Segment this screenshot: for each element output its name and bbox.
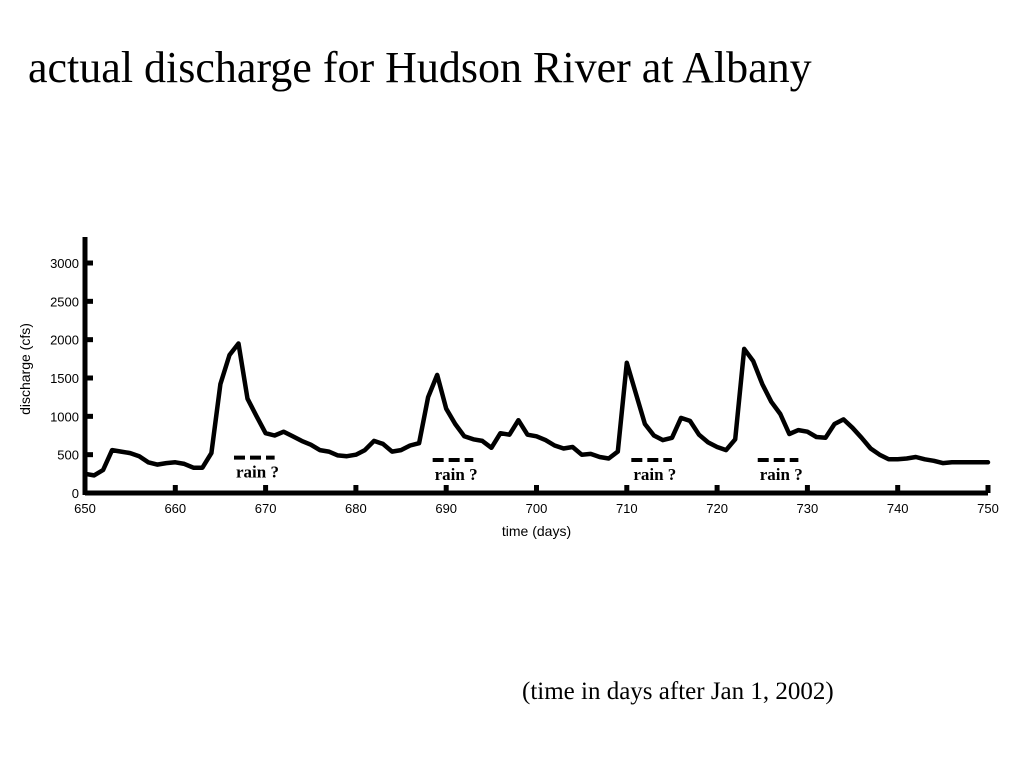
x-tick-label: 740	[887, 501, 909, 516]
y-tick-label: 3000	[50, 256, 79, 271]
chart-annotations: rain ? rain ? rain ? rain ?	[233, 455, 803, 484]
rain-annotation: rain ?	[236, 463, 279, 482]
x-tick-label: 650	[74, 501, 96, 516]
x-tick-label: 670	[255, 501, 277, 516]
x-axis-label: time (days)	[502, 523, 571, 539]
chart-series	[82, 341, 991, 478]
y-tick-label: 1500	[50, 371, 79, 386]
discharge-line	[82, 341, 991, 478]
y-tick-label: 500	[57, 448, 79, 463]
x-tick-label: 680	[345, 501, 367, 516]
chart-axes	[82, 237, 988, 496]
y-tick-label: 0	[72, 486, 79, 501]
slide-title: actual discharge for Hudson River at Alb…	[28, 43, 812, 92]
x-tick-label: 700	[526, 501, 548, 516]
rain-annotation: rain ?	[633, 465, 676, 484]
x-tick-label: 720	[706, 501, 728, 516]
x-tick-label: 710	[616, 501, 638, 516]
y-tick-label: 2000	[50, 333, 79, 348]
time-reference-note: (time in days after Jan 1, 2002)	[522, 678, 834, 705]
x-tick-label: 730	[797, 501, 819, 516]
y-tick-label: 2500	[50, 294, 79, 309]
rain-annotation: rain ?	[435, 465, 478, 484]
rain-annotation: rain ?	[760, 465, 803, 484]
y-tick-label: 1000	[50, 409, 79, 424]
x-tick-label: 750	[977, 501, 999, 516]
chart-ticks: 650 660 670 680 690 700 710 720 730 740 750 0 500 100…	[50, 256, 999, 516]
x-tick-label: 660	[164, 501, 186, 516]
y-axis-label: discharge (cfs)	[17, 323, 33, 415]
x-tick-label: 690	[435, 501, 457, 516]
